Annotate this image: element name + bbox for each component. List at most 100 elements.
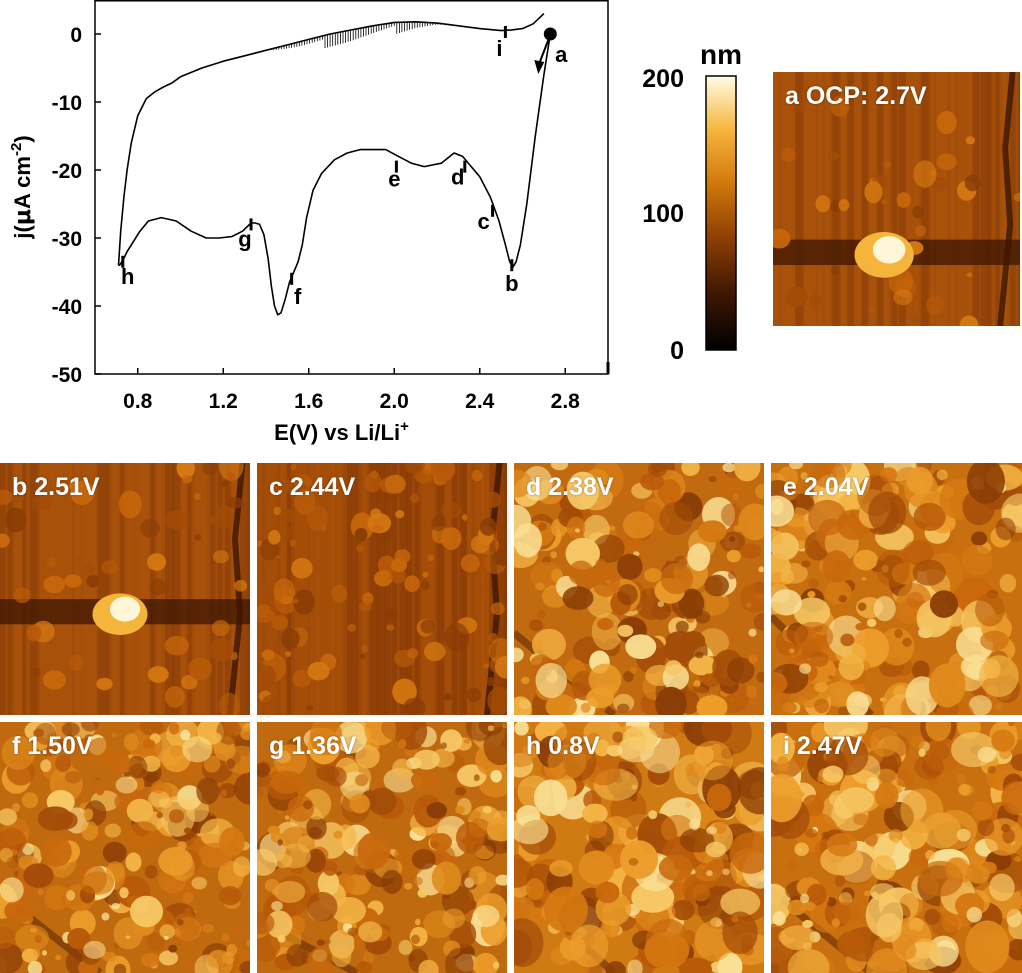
afm-grain (30, 927, 38, 933)
afm-grain (617, 553, 643, 580)
afm-grain (617, 703, 630, 713)
afm-grain (771, 499, 784, 515)
afm-grain (197, 864, 210, 876)
afm-grain (838, 706, 850, 715)
afm-label-h: h 0.8V (526, 732, 600, 760)
afm-grain (106, 861, 125, 882)
afm-stripe (773, 72, 779, 326)
afm-grain (1007, 938, 1022, 961)
afm-grain (800, 893, 810, 904)
afm-grain (472, 904, 500, 928)
afm-grain (234, 772, 250, 805)
afm-grain (592, 534, 625, 563)
afm-stripe (202, 463, 207, 715)
afm-grain (1, 735, 36, 770)
afm-grain (629, 667, 638, 674)
afm-grain (846, 691, 869, 715)
afm-image-c: c 2.44V (257, 463, 507, 715)
afm-grain (67, 927, 91, 950)
afm-grain (183, 960, 191, 968)
afm-grain (355, 744, 380, 769)
afm-grain (780, 925, 815, 950)
afm-grain (395, 510, 405, 519)
afm-grain (688, 655, 717, 676)
afm-grain (746, 685, 757, 699)
afm-grain (721, 472, 742, 495)
afm-grain (293, 598, 299, 604)
afm-stripe (392, 463, 397, 715)
afm-grain (221, 789, 227, 797)
afm-grain (219, 827, 245, 857)
afm-grain (15, 924, 49, 952)
afm-stripe (802, 72, 812, 326)
x-tick-label: 0.8 (123, 390, 153, 413)
afm-grain (240, 728, 250, 741)
afm-grain (307, 661, 330, 681)
afm-grain (0, 877, 24, 903)
afm-grain (925, 295, 945, 315)
afm-grain (209, 808, 216, 817)
afm-grain (814, 698, 830, 714)
afm-grain (26, 624, 42, 642)
afm-grain (736, 769, 764, 800)
afm-grain (868, 491, 907, 534)
afm-grain (182, 474, 193, 484)
afm-grain (831, 918, 841, 928)
afm-grain (424, 641, 446, 662)
afm-grain (357, 832, 391, 870)
afm-label-i: i 2.47V (783, 732, 863, 760)
afm-grain (280, 628, 300, 649)
afm-grain (595, 881, 620, 904)
afm-grain (788, 98, 806, 112)
afm-grain (912, 660, 930, 681)
afm-grain (473, 774, 480, 782)
afm-grain (349, 793, 370, 814)
afm-grain (123, 733, 139, 751)
afm-grain (550, 463, 569, 471)
afm-grain (226, 758, 236, 769)
afm-stripe (950, 72, 956, 326)
afm-grain (838, 595, 848, 603)
afm-grain (94, 777, 100, 781)
afm-grain (83, 940, 106, 959)
afm-grain (278, 843, 311, 869)
afm-grain (783, 489, 797, 501)
afm-grain (995, 517, 1016, 541)
afm-stripe (302, 463, 309, 715)
afm-grain (830, 200, 842, 212)
afm-grain (335, 722, 368, 754)
afm-grain (925, 850, 935, 861)
afm-grain (156, 812, 164, 819)
afm-grain (139, 722, 164, 736)
afm-grain (549, 860, 573, 877)
afm-grain (21, 792, 39, 809)
afm-grain (925, 722, 952, 742)
afm-grain (623, 670, 634, 682)
afm-grain (728, 570, 736, 580)
afm-grain (965, 920, 1010, 973)
afm-image-b: b 2.51V (0, 463, 250, 715)
afm-grain (277, 839, 283, 846)
afm-grain (398, 939, 413, 955)
afm-stripe (437, 463, 445, 715)
afm-grain (994, 702, 1003, 710)
afm-grain (317, 870, 340, 896)
afm-grain (568, 560, 594, 586)
afm-grain (37, 806, 73, 831)
afm-grain (694, 610, 711, 624)
afm-grain (893, 838, 899, 844)
afm-grain (66, 890, 76, 901)
afm-stripe (429, 463, 435, 715)
afm-stripe (497, 463, 507, 715)
afm-image-a: a OCP: 2.7V (773, 72, 1020, 326)
afm-stripe (225, 463, 231, 715)
afm-grain (525, 878, 545, 901)
afm-grain (612, 731, 624, 743)
afm-grain (977, 746, 997, 763)
afm-image-g: g 1.36V (257, 722, 507, 973)
afm-grain (226, 472, 236, 482)
afm-grain (70, 480, 94, 506)
afm-grain (31, 494, 52, 511)
afm-grain (381, 869, 403, 894)
afm-grain (404, 463, 426, 475)
